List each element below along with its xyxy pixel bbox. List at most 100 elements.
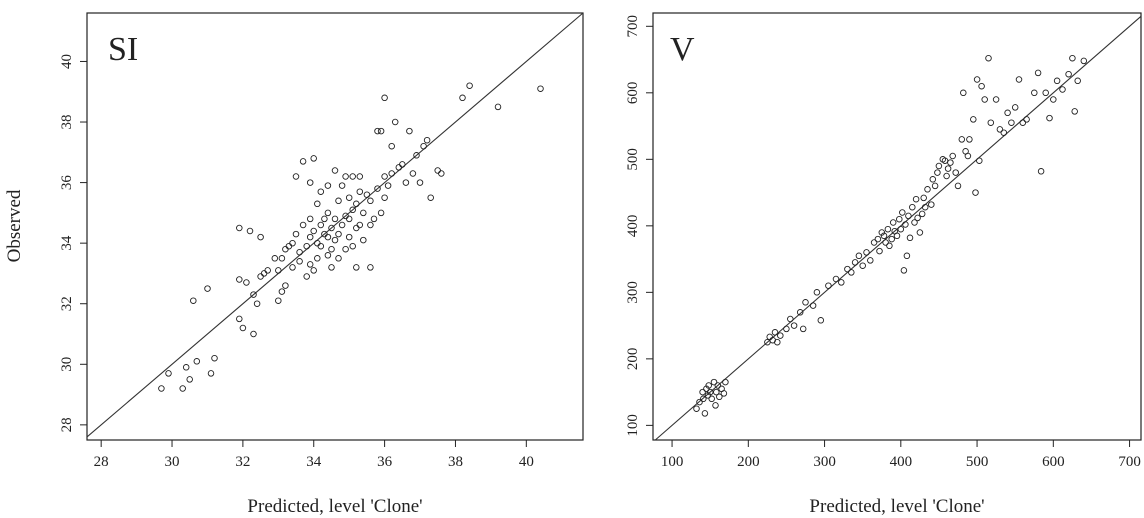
data-point <box>402 179 410 186</box>
data-point <box>367 264 374 271</box>
data-point <box>882 239 889 246</box>
data-point <box>338 221 346 229</box>
identity-line-si <box>86 12 584 438</box>
data-point <box>893 232 901 240</box>
data-point <box>537 85 544 92</box>
data-point <box>282 282 289 289</box>
data-point <box>306 261 314 268</box>
data-point <box>921 203 929 211</box>
data-point <box>324 182 332 189</box>
data-point <box>909 203 916 211</box>
data-point <box>310 227 317 235</box>
x-tick-label: 300 <box>813 454 836 470</box>
data-point <box>353 200 360 208</box>
data-point <box>324 252 332 259</box>
data-point <box>377 127 385 135</box>
data-point <box>867 257 874 264</box>
data-point <box>1071 108 1078 115</box>
data-point <box>848 269 855 276</box>
data-point <box>367 197 374 205</box>
data-point <box>935 162 943 170</box>
data-point <box>289 239 296 247</box>
data-point <box>992 96 1000 103</box>
data-point <box>328 245 335 253</box>
data-point <box>317 188 325 195</box>
y-tick-label: 300 <box>625 281 641 304</box>
data-point <box>880 232 888 240</box>
data-point <box>912 195 920 203</box>
data-point <box>434 167 441 174</box>
points-si <box>158 82 544 392</box>
data-point <box>246 227 254 235</box>
data-point <box>799 325 807 333</box>
data-point <box>494 103 502 111</box>
data-point <box>328 264 335 271</box>
data-point <box>952 169 959 176</box>
data-point <box>356 173 364 180</box>
data-point <box>817 317 825 324</box>
data-point <box>985 54 992 62</box>
data-point <box>696 398 703 406</box>
data-point <box>310 267 317 274</box>
data-point <box>459 94 466 102</box>
data-point <box>186 376 193 383</box>
data-point <box>710 378 718 386</box>
y-tick-label: 28 <box>59 417 75 432</box>
x-tick-label: 34 <box>306 454 322 470</box>
data-point <box>314 255 321 262</box>
data-point <box>381 94 388 102</box>
data-point <box>335 197 342 205</box>
data-point <box>345 233 353 241</box>
data-point <box>466 82 473 89</box>
data-point <box>973 76 981 83</box>
data-point <box>712 402 719 409</box>
data-point <box>360 236 367 244</box>
data-point <box>911 219 918 226</box>
data-point <box>1023 116 1030 123</box>
data-point <box>928 201 935 208</box>
data-point <box>335 230 342 238</box>
data-point <box>964 152 972 160</box>
data-point <box>700 395 707 403</box>
x-tick-label: 38 <box>448 454 463 470</box>
y-tick-label: 700 <box>625 15 641 38</box>
data-point <box>874 235 882 243</box>
data-point <box>388 142 395 150</box>
data-point <box>331 236 339 244</box>
y-tick-label: 34 <box>59 235 75 251</box>
data-point <box>303 242 310 250</box>
panel-si: 28 30 32 34 36 38 40 28 30 32 34 36 38 40 SI Predict… <box>4 12 584 517</box>
data-point <box>886 242 893 250</box>
data-point <box>1011 104 1019 111</box>
data-point <box>204 285 211 292</box>
data-point <box>303 273 310 280</box>
panel-v: 100 200 300 400 500 600 700 100 200 300 400 500 600… <box>625 12 1142 517</box>
y-tick-label: 600 <box>625 82 641 105</box>
data-point <box>413 152 420 159</box>
data-point <box>409 170 417 177</box>
data-point <box>278 288 286 295</box>
data-point <box>264 267 271 274</box>
x-axis-title-si: Predicted, level 'Clone' <box>247 496 422 517</box>
data-point <box>960 89 967 97</box>
data-point <box>324 233 332 241</box>
data-point <box>924 186 931 193</box>
data-point <box>420 142 427 150</box>
y-axis-ticks-v: 100 200 300 400 500 600 700 <box>625 15 653 437</box>
y-axis-title-si: Observed <box>4 189 25 262</box>
data-point <box>384 182 392 189</box>
data-point <box>943 172 950 180</box>
x-tick-label: 700 <box>1118 454 1141 470</box>
data-point <box>1053 77 1061 85</box>
data-point <box>966 136 973 143</box>
data-point <box>878 229 886 236</box>
y-tick-label: 400 <box>625 215 641 238</box>
y-tick-label: 32 <box>59 296 75 311</box>
data-point <box>239 324 247 332</box>
data-point <box>374 185 381 192</box>
data-point <box>292 230 300 238</box>
plot-frame-v <box>652 12 1142 441</box>
data-point <box>285 242 293 250</box>
data-point <box>211 354 218 362</box>
data-point <box>299 158 307 165</box>
